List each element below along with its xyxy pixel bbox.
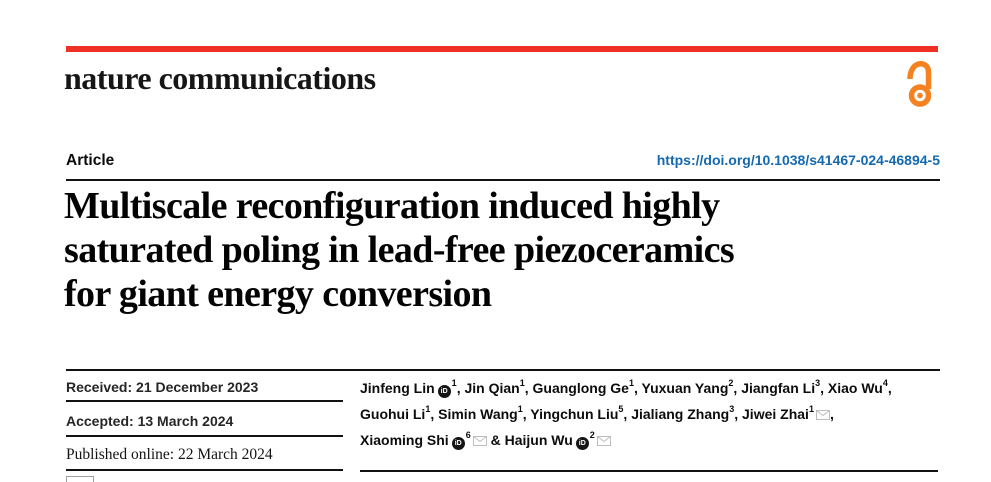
divider-under-authors [360,470,938,472]
check-for-updates-badge-partial [66,476,94,482]
divider-above-history [66,369,940,371]
author: Guanglong Ge1, [532,378,642,396]
author: Yuxuan Yang2, [641,378,742,396]
orcid-icon: iD [451,436,465,450]
title-line-1: Multiscale reconfiguration induced highl… [64,185,720,227]
author-separator: & [486,431,505,448]
author-separator: , [522,405,531,422]
open-access-lock-icon [903,58,937,110]
title-line-2: saturated poling in lead-free piezoceram… [64,229,735,271]
divider-under-published [66,469,343,471]
envelope-icon [596,432,611,448]
received-date: Received: 21 December 2023 [66,379,259,395]
author-separator: , [430,405,439,422]
author: Jiwei Zhai1, [742,404,834,422]
envelope-icon [472,432,487,448]
author: Jiangfan Li3, [741,378,828,396]
author: Haijun Wu iD2 [505,430,611,450]
orcid-icon: iD [575,436,589,450]
affiliation-superscript: 1 [519,378,525,388]
author: Jinfeng Lin iD1, [360,378,465,398]
author: Simin Wang1, [438,404,531,422]
affiliation-superscript: 4 [882,378,888,388]
affiliation-superscript: 1 [517,404,523,415]
title-line-3: for giant energy conversion [64,273,492,315]
author-separator: , [633,379,642,396]
author-separator: , [524,379,533,396]
journal-logo: nature communications [64,60,376,96]
affiliation-superscript: 5 [618,404,624,415]
author-line: Guohui Li1, Simin Wang1, Yingchun Liu5, … [360,399,960,425]
author-separator: , [734,405,743,422]
affiliation-superscript: 3 [729,404,735,415]
author: Guohui Li1, [360,404,439,422]
published-date: Published online: 22 March 2024 [66,446,273,463]
affiliation-superscript: 1 [425,404,431,415]
affiliation-superscript: 1 [451,378,457,388]
divider-under-received [66,400,343,402]
affiliation-superscript: 1 [808,404,814,415]
author-separator: , [623,405,632,422]
author-list: Jinfeng Lin iD1, Jin Qian1, Guanglong Ge1… [360,373,960,451]
author-separator: , [887,379,892,396]
brand-accent-bar [66,46,938,52]
author: Xiao Wu4, [827,378,892,396]
author-separator: , [820,379,828,396]
envelope-icon [815,406,830,422]
divider-under-article [66,179,940,181]
author: Jin Qian1, [464,378,533,396]
author-separator: , [456,379,465,396]
accepted-date: Accepted: 13 March 2024 [66,413,234,429]
article-header-row: Article https://doi.org/10.1038/s41467-0… [66,152,940,170]
author-line: Jinfeng Lin iD1, Jin Qian1, Guanglong Ge1… [360,373,960,399]
affiliation-superscript: 6 [465,430,471,441]
author-separator: , [829,405,834,422]
affiliation-superscript: 2 [728,378,734,388]
affiliation-superscript: 1 [628,378,634,388]
article-type-label: Article [66,152,115,169]
affiliation-superscript: 3 [815,378,821,388]
orcid-icon: iD [437,384,451,398]
affiliation-superscript: 2 [589,430,595,441]
divider-under-accepted [66,435,343,437]
author: Jialiang Zhang3, [631,404,743,422]
author-line: Xiaoming Shi iD6 & Haijun Wu iD2 [360,425,960,451]
author-separator: , [733,379,742,396]
paper-title: Multiscale reconfiguration induced highl… [64,184,964,316]
author: Xiaoming Shi iD6 & [360,430,505,450]
author: Yingchun Liu5, [530,404,632,422]
doi-link[interactable]: https://doi.org/10.1038/s41467-024-46894… [656,152,940,168]
